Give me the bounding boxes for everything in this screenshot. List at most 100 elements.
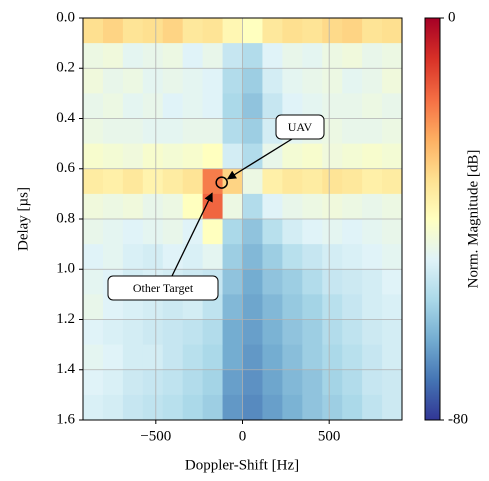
colorbar-tick-label: -80 bbox=[448, 411, 468, 427]
y-tick-label: 0.8 bbox=[56, 210, 75, 226]
heatmap-cell bbox=[202, 219, 224, 245]
heatmap-cell bbox=[83, 143, 104, 170]
heatmap-cell bbox=[222, 93, 243, 119]
heatmap-cell bbox=[302, 43, 323, 69]
heatmap-cell bbox=[282, 68, 303, 94]
heatmap-cell bbox=[122, 118, 144, 145]
heatmap-cell bbox=[222, 219, 243, 245]
heatmap-cell bbox=[122, 18, 144, 44]
heatmap-cell bbox=[342, 143, 363, 170]
heatmap-cell bbox=[122, 68, 144, 94]
heatmap-cell bbox=[222, 369, 243, 396]
heatmap-cell bbox=[322, 18, 343, 44]
heatmap-cell bbox=[242, 244, 263, 270]
heatmap-cell bbox=[202, 369, 224, 396]
heatmap-cell bbox=[262, 219, 283, 245]
heatmap-cell bbox=[242, 93, 263, 119]
heatmap-cell bbox=[322, 193, 343, 220]
heatmap-cell bbox=[322, 118, 343, 145]
heatmap-cell bbox=[282, 18, 303, 44]
heatmap-cell bbox=[122, 319, 144, 346]
heatmap-cell bbox=[83, 93, 104, 119]
heatmap-cell bbox=[83, 168, 104, 195]
heatmap-cell bbox=[262, 68, 283, 94]
heatmap-cell bbox=[222, 244, 243, 270]
y-tick-label: 1.4 bbox=[56, 361, 75, 377]
colorbar-tick-label: 0 bbox=[448, 9, 456, 25]
heatmap-cell bbox=[362, 269, 383, 295]
heatmap-cell bbox=[162, 43, 184, 69]
heatmap-cell bbox=[142, 344, 164, 371]
heatmap-cell bbox=[162, 93, 184, 119]
heatmap-cell bbox=[342, 344, 363, 371]
heatmap-cell bbox=[262, 394, 283, 421]
heatmap-cell bbox=[362, 68, 383, 94]
heatmap-cell bbox=[83, 68, 104, 94]
heatmap-cell bbox=[162, 118, 184, 145]
heatmap-cell bbox=[342, 193, 363, 220]
heatmap-cell bbox=[362, 294, 383, 320]
y-axis-label: Delay [µs] bbox=[15, 187, 31, 251]
heatmap-cell bbox=[222, 168, 243, 195]
heatmap-cell bbox=[162, 344, 184, 371]
heatmap-cell bbox=[122, 193, 144, 220]
heatmap-cell bbox=[162, 394, 184, 421]
heatmap-cell bbox=[162, 319, 184, 346]
heatmap-cell bbox=[182, 168, 204, 195]
heatmap-cell bbox=[142, 93, 164, 119]
heatmap-cell bbox=[222, 294, 243, 320]
heatmap-cell bbox=[302, 244, 323, 270]
heatmap-cell bbox=[142, 394, 164, 421]
heatmap-cell bbox=[342, 294, 363, 320]
heatmap-cell bbox=[202, 344, 224, 371]
heatmap-cell bbox=[302, 294, 323, 320]
heatmap-cell bbox=[102, 394, 124, 421]
heatmap-cell bbox=[362, 244, 383, 270]
heatmap-cell bbox=[202, 118, 224, 145]
heatmap-cell bbox=[262, 344, 283, 371]
heatmap-cell bbox=[382, 168, 403, 195]
heatmap-cell bbox=[342, 319, 363, 346]
heatmap-cell bbox=[102, 43, 124, 69]
plot-frame bbox=[82, 17, 403, 421]
annotation-text: Other Target bbox=[133, 281, 194, 295]
y-tick-label: 1.2 bbox=[56, 311, 75, 327]
heatmap-cell bbox=[182, 344, 204, 371]
heatmap-cell bbox=[83, 118, 104, 145]
heatmap-cell bbox=[142, 18, 164, 44]
heatmap-cell bbox=[162, 193, 184, 220]
heatmap-cell bbox=[182, 143, 204, 170]
heatmap-cell bbox=[362, 168, 383, 195]
heatmap-cell bbox=[282, 319, 303, 346]
heatmap-cell bbox=[122, 394, 144, 421]
heatmap-cell bbox=[102, 219, 124, 245]
heatmap-cell bbox=[262, 93, 283, 119]
annotation-text: UAV bbox=[288, 120, 313, 134]
heatmap-cell bbox=[222, 394, 243, 421]
heatmap-cell bbox=[122, 168, 144, 195]
heatmap-cell bbox=[83, 244, 104, 270]
heatmap-cell bbox=[302, 219, 323, 245]
heatmap-cell bbox=[242, 319, 263, 346]
heatmap-cell bbox=[122, 369, 144, 396]
heatmap-cell bbox=[362, 43, 383, 69]
heatmap-cell bbox=[342, 244, 363, 270]
heatmap-cell bbox=[262, 143, 283, 170]
heatmap-cell bbox=[162, 168, 184, 195]
heatmap-cell bbox=[322, 269, 343, 295]
heatmap-cell bbox=[122, 93, 144, 119]
heatmap-cell bbox=[102, 168, 124, 195]
heatmap-cell bbox=[102, 369, 124, 396]
heatmap-cell bbox=[262, 193, 283, 220]
heatmap-cell bbox=[302, 394, 323, 421]
heatmap-cell bbox=[142, 369, 164, 396]
heatmap-cell bbox=[242, 394, 263, 421]
heatmap-cell bbox=[302, 18, 323, 44]
heatmap-cell bbox=[282, 143, 303, 170]
heatmap-cell bbox=[282, 168, 303, 195]
heatmap-cell bbox=[202, 294, 224, 320]
heatmap-cell bbox=[382, 244, 403, 270]
heatmap-cell bbox=[162, 18, 184, 44]
heatmap-cell bbox=[83, 193, 104, 220]
heatmap-cell bbox=[182, 193, 204, 220]
